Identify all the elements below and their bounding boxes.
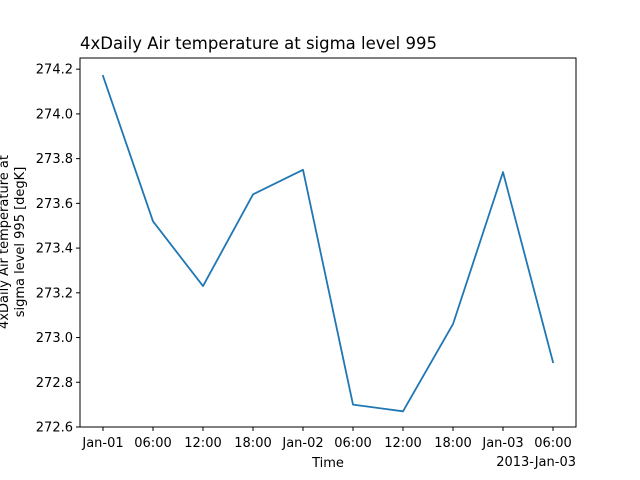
x-axis: Jan-01 06:00 12:00 18:00 Jan-02 06:00 12:00 18:… (81, 427, 572, 451)
y-axis: 272.6 272.8 273.0 273.2 273.4 273.6 273.8 274.0… (36, 63, 80, 436)
x-tick-label: 06:00 (534, 436, 571, 451)
y-tick-label: 272.6 (36, 421, 73, 436)
y-tick-label: 273.2 (36, 286, 73, 301)
x-tick-label: 18:00 (234, 436, 271, 451)
chart-title: 4xDaily Air temperature at sigma level 9… (80, 34, 437, 53)
x-axis-offset-label: 2013-Jan-03 (496, 455, 576, 470)
y-tick-label: 273.6 (36, 197, 73, 212)
y-tick-label: 273.0 (36, 331, 73, 346)
y-tick-label: 274.0 (36, 107, 73, 122)
y-tick-label: 273.4 (36, 242, 73, 257)
plot-area-frame (79, 57, 577, 428)
x-tick-label: Jan-03 (481, 436, 523, 451)
y-tick-label: 273.8 (36, 152, 73, 167)
x-tick-label: 06:00 (334, 436, 371, 451)
series-line (101, 74, 555, 413)
y-axis-title-line-1: 4xDaily Air temperature at (0, 155, 12, 329)
x-tick-label: Jan-01 (81, 436, 123, 451)
x-tick-label: 12:00 (384, 436, 421, 451)
x-tick-label: 06:00 (134, 436, 171, 451)
x-axis-title: Time (311, 456, 344, 471)
y-axis-title-line-2: sigma level 995 [degK] (13, 167, 28, 318)
x-tick-label: 18:00 (434, 436, 471, 451)
series-layer (101, 74, 555, 413)
y-tick-label: 272.8 (36, 376, 73, 391)
x-tick-label: 12:00 (184, 436, 221, 451)
y-axis-title: 4xDaily Air temperature at sigma level 9… (0, 155, 28, 329)
y-tick-label: 274.2 (36, 63, 73, 78)
x-tick-label: Jan-02 (281, 436, 323, 451)
